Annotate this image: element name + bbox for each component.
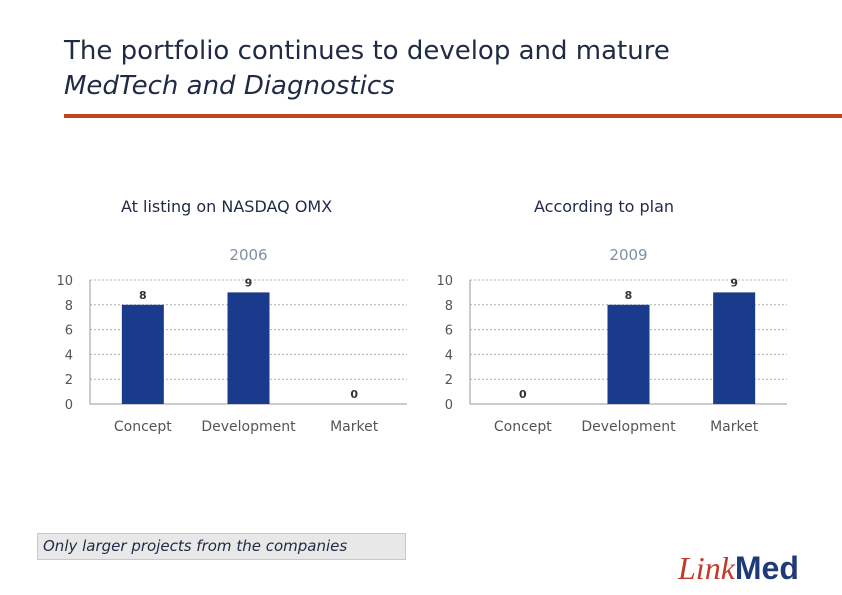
chart-2006-title: 2006 xyxy=(229,246,267,264)
logo-link-text: Link xyxy=(678,550,735,586)
chart-2009-title: 2009 xyxy=(609,246,647,264)
chart-2009-ytick-label: 4 xyxy=(445,348,453,363)
chart-2009-data-label: 8 xyxy=(625,289,633,302)
chart-2009-bar-market xyxy=(713,292,756,404)
linkmed-logo: LinkMed xyxy=(678,550,799,586)
chart-2006-bar-development xyxy=(227,292,270,404)
chart-2006-ytick-label: 0 xyxy=(65,398,73,413)
slide-title: The portfolio continues to develop and m… xyxy=(64,34,834,104)
chart-2009-ytick-label: 8 xyxy=(445,299,453,314)
title-line-2: MedTech and Diagnostics xyxy=(64,71,395,101)
chart-2009-data-label: 9 xyxy=(730,276,738,289)
chart-2006: 2006 0 2 4 6 8 10 8 Concept 9 Development 0 Market xyxy=(50,240,430,440)
chart-2009-bar-development xyxy=(607,304,650,404)
footnote: Only larger projects from the companies xyxy=(37,533,406,560)
chart-2009-svg: 2009 0 2 4 6 8 10 0 Concept 8 Development 9 Market xyxy=(436,246,787,435)
chart-2009-category-label: Concept xyxy=(494,419,552,435)
chart-2006-ytick-label: 6 xyxy=(65,324,73,339)
chart-2006-ytick-label: 4 xyxy=(65,348,73,363)
chart-2006-svg: 2006 0 2 4 6 8 10 8 Concept 9 Development 0 Market xyxy=(56,246,407,435)
chart-2009-ytick-label: 6 xyxy=(445,324,453,339)
chart-2006-ytick-label: 10 xyxy=(56,274,73,289)
chart-2006-data-label: 9 xyxy=(245,276,253,289)
chart-2006-data-label: 8 xyxy=(139,289,147,302)
chart-2006-ytick-label: 8 xyxy=(65,299,73,314)
chart-2009-ytick-label: 0 xyxy=(445,398,453,413)
caption-right: According to plan xyxy=(534,197,675,216)
chart-2006-category-label: Concept xyxy=(114,419,172,435)
caption-left: At listing on NASDAQ OMX xyxy=(121,197,333,216)
chart-2006-category-label: Development xyxy=(201,419,296,435)
chart-2006-ytick-label: 2 xyxy=(65,373,73,388)
chart-2009-category-label: Market xyxy=(710,419,759,435)
chart-2006-data-label: 0 xyxy=(350,388,358,401)
chart-2009-data-label: 0 xyxy=(519,388,527,401)
chart-2006-category-label: Market xyxy=(330,419,379,435)
chart-2009-ytick-label: 10 xyxy=(436,274,453,289)
chart-2009-ytick-label: 2 xyxy=(445,373,453,388)
logo-med-text: Med xyxy=(734,550,799,586)
chart-2006-bar-concept xyxy=(121,304,164,404)
chart-2009-category-label: Development xyxy=(581,419,676,435)
title-line-1: The portfolio continues to develop and m… xyxy=(64,36,670,66)
title-divider xyxy=(64,114,842,118)
chart-2009: 2009 0 2 4 6 8 10 0 Concept 8 Development 9 Market xyxy=(430,240,810,440)
